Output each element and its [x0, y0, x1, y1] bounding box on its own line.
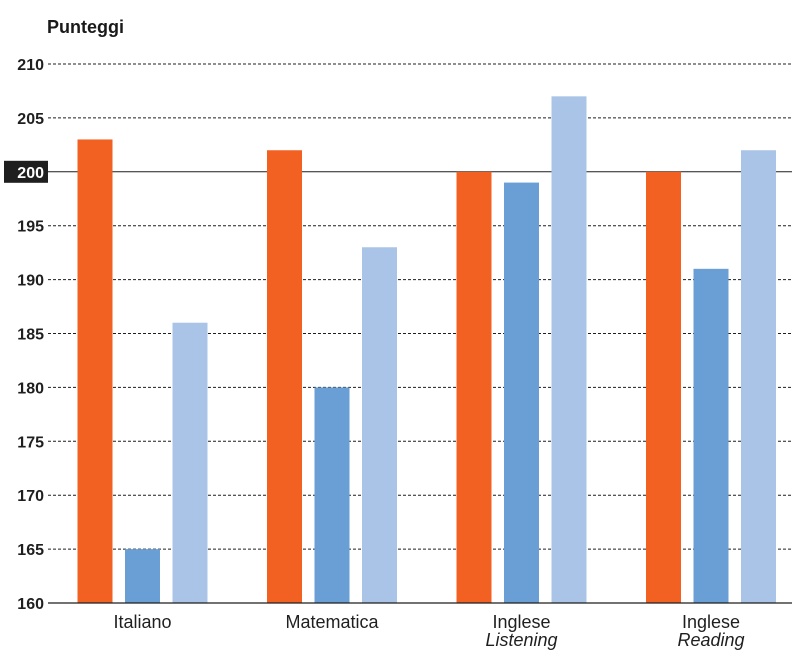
- category-sublabel-inglese-listening: Listening: [485, 630, 557, 650]
- y-tick-label-210: 210: [17, 57, 44, 74]
- y-tick-label-165: 165: [17, 542, 44, 559]
- y-tick-label-175: 175: [17, 434, 44, 451]
- y-tick-label-195: 195: [17, 219, 44, 236]
- bar-inglese-reading-series-3: [741, 150, 776, 604]
- category-label-matematica: Matematica: [285, 612, 379, 632]
- category-label-inglese-reading: Inglese: [682, 612, 740, 632]
- y-tick-label-160: 160: [17, 596, 44, 613]
- bar-inglese-listening-series-2: [504, 182, 539, 603]
- y-axis-label: Punteggi: [47, 17, 124, 37]
- reference-tick-box: [4, 160, 48, 183]
- category-label-inglese-listening: Inglese: [492, 612, 550, 632]
- bar-matematica-series-1: [267, 150, 302, 604]
- bar-inglese-reading-series-2: [693, 268, 729, 603]
- category-label-italiano: Italiano: [113, 612, 171, 632]
- y-tick-label-170: 170: [17, 488, 44, 505]
- bar-italiano-series-1: [77, 139, 113, 603]
- bar-inglese-reading-series-1: [646, 171, 681, 604]
- bars: [77, 96, 776, 604]
- y-tick-labels: 160 165 170 175 180 185 190 195 200 205 210: [4, 57, 48, 613]
- y-tick-label-185: 185: [17, 327, 44, 344]
- y-tick-label-205: 205: [17, 111, 44, 128]
- y-tick-label-190: 190: [17, 273, 44, 290]
- category-sublabel-inglese-reading: Reading: [677, 630, 744, 650]
- bar-italiano-series-2: [125, 549, 160, 603]
- bar-matematica-series-3: [362, 247, 397, 603]
- bar-inglese-listening-series-1: [456, 171, 492, 604]
- bar-italiano-series-3: [172, 322, 208, 603]
- bar-inglese-listening-series-3: [551, 96, 587, 603]
- y-tick-label-200: 200: [17, 165, 44, 182]
- category-labels: Italiano Matematica IngleseListeningIngles…: [113, 612, 744, 650]
- y-tick-label-180: 180: [17, 380, 44, 397]
- bar-matematica-series-2: [314, 387, 350, 603]
